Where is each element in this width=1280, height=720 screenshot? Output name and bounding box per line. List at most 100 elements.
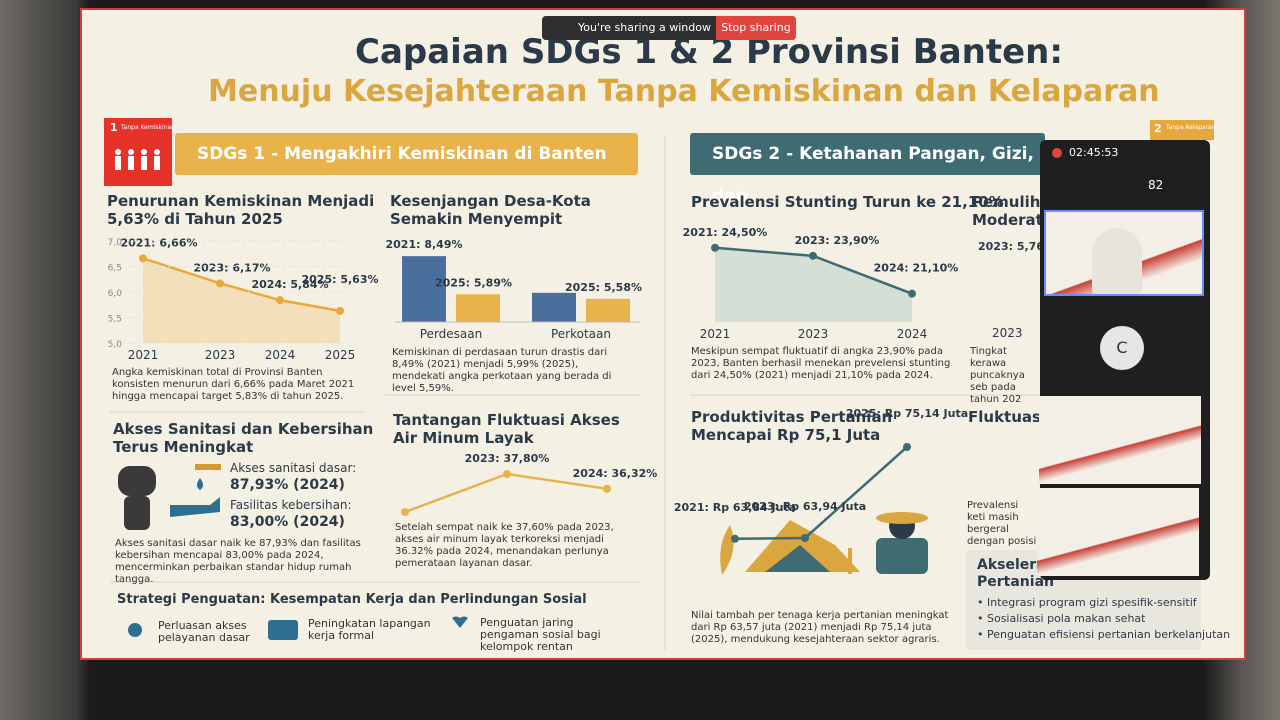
note: Meskipun sempat fluktuatif di angka 23,9… (691, 346, 951, 381)
badge-text: Tanpa Kemiskinan (121, 124, 175, 131)
section-title: Terus Meningkat (113, 438, 254, 456)
badge-text: Tanpa Kelaparan (1166, 124, 1216, 131)
stat-label: Fasilitas kebersihan: (230, 498, 352, 512)
section-title: Produktivitas Pertanian (691, 408, 893, 426)
section-title: Penurunan Kemiskinan Menjadi (107, 192, 375, 210)
section-title: Fluktuasi (968, 408, 1047, 426)
note: Akses sanitasi dasar naik ke 87,93% dan … (115, 538, 361, 585)
x-tick-label: 2023 (205, 348, 236, 362)
tap-icon (170, 464, 221, 517)
strategy-item: Peningkatan lapangan kerja formal (308, 617, 431, 642)
x-tick-label: Perdesaan (420, 327, 482, 341)
avatar: C (1100, 326, 1144, 370)
section-title: 5,63% di Tahun 2025 (107, 210, 283, 228)
note: Angka kemiskinan total di Provinsi Bante… (112, 367, 355, 402)
section-title: Akselera (977, 557, 1046, 573)
point (503, 470, 511, 478)
speaker-figure (1092, 228, 1142, 294)
bar (456, 294, 500, 322)
point (603, 484, 611, 493)
data-label: 2021: 6,66% (120, 236, 197, 249)
point (139, 254, 147, 263)
x-label: 2023 (992, 326, 1023, 340)
data-label: 2023: 5,76% (978, 240, 1056, 253)
y-tick-label: 5,5 (108, 315, 122, 325)
note: Nilai tambah per tenaga kerja pertanian … (691, 610, 949, 645)
meeting-timer: 02:45:53 (1069, 146, 1119, 159)
participant-count[interactable]: 82 (1148, 178, 1164, 192)
strategy-item: Penguatan jaring pengaman sosial bagi ke… (480, 616, 601, 653)
section-title: Prevalensi Stunting Turun ke 21,10% (691, 193, 1004, 211)
x-tick-label: Perkotaan (551, 327, 611, 341)
point (809, 251, 817, 260)
data-label: 2024: 36,32% (573, 467, 658, 480)
strategy-item: Perluasan akses pelayanan dasar (158, 619, 250, 644)
area (143, 258, 340, 343)
section-title: Pemulihan (972, 193, 1062, 211)
section-title: Kesenjangan Desa-Kota (390, 192, 591, 210)
point (731, 534, 739, 543)
badge-number: 1 (110, 121, 118, 134)
data-label: 2025: Rp 75,14 Juta (846, 407, 968, 420)
sdg2-badge (1150, 120, 1214, 140)
section-title: Pertanian (977, 574, 1054, 590)
section-title: Akses Sanitasi dan Kebersihan (113, 420, 374, 438)
section-title: Semakin Menyempit (390, 210, 563, 228)
point (276, 296, 284, 305)
slide-subtitle: Menuju Kesejahteraan Tanpa Kemiskinan da… (208, 74, 1160, 109)
x-tick-label: 2024 (265, 348, 296, 362)
bar (532, 292, 576, 322)
y-tick-label: 7,0 (108, 238, 123, 248)
video-tile[interactable] (1039, 396, 1201, 484)
sdg2-header: SDGs 2 - Ketahanan Pangan, Gizi, dan (690, 133, 1045, 206)
line (734, 446, 908, 541)
note: Kemiskinan di perdasaan turun drastis da… (392, 347, 612, 394)
note: Tingkat kerawa puncaknya seb pada tahun … (970, 346, 1025, 405)
data-label: 2023: 37,80% (465, 452, 550, 465)
stat-value: 83,00% (2024) (230, 514, 345, 530)
sdg1-header: SDGs 1 - Mengakhiri Kemiskinan di Banten (175, 133, 638, 175)
data-label: 2024: 21,10% (874, 262, 959, 275)
stat-label: Akses sanitasi dasar: (230, 461, 357, 475)
stat-value: 87,93% (2024) (230, 477, 345, 493)
data-label: 2021: 24,50% (683, 226, 768, 239)
bullet: • Integrasi program gizi spesifik-sensit… (977, 596, 1197, 609)
section-title: Mencapai Rp 75,1 Juta (691, 426, 881, 444)
bar (586, 298, 630, 322)
family-icon (115, 149, 160, 170)
note: Setelah sempat naik ke 37,60% pada 2023,… (395, 522, 614, 569)
stop-sharing-button[interactable]: Stop sharing (716, 16, 796, 40)
strategy-icons (128, 616, 468, 640)
data-label: 2025: 5,58% (565, 281, 642, 294)
data-label: 2025: 5,63% (301, 273, 378, 286)
point (401, 508, 409, 516)
section-title: Moderat- (972, 211, 1050, 229)
data-label: 2023: Rp 63,94 Juta (744, 500, 866, 513)
section-title: Tantangan Fluktuasi Akses (393, 411, 620, 429)
bullet: • Penguatan efisiensi pertanian berkelan… (977, 628, 1231, 641)
y-tick-label: 6,0 (108, 289, 123, 299)
point (801, 533, 809, 542)
x-tick-label: 2024 (897, 327, 928, 341)
y-tick-label: 6,5 (108, 264, 122, 274)
data-label: 2023: 23,90% (795, 234, 880, 247)
point (336, 306, 344, 315)
data-label: 2023: 6,17% (193, 261, 270, 274)
y-tick-label: 5,0 (108, 340, 123, 350)
badge-number: 2 (1154, 122, 1162, 135)
point (711, 243, 719, 252)
share-status: You're sharing a window (578, 21, 711, 34)
video-tile[interactable] (1037, 488, 1199, 576)
farm-illustration (720, 512, 928, 575)
record-dot (1052, 148, 1062, 158)
data-label: 2021: Rp 63,84 Juta (674, 501, 796, 514)
point (903, 442, 911, 451)
bar (402, 256, 446, 322)
bullet: • Sosialisasi pola makan sehat (977, 612, 1146, 625)
point (908, 289, 916, 298)
x-tick-label: 2021 (128, 348, 159, 362)
note: Prevalensi keti masih bergeral dengan po… (967, 500, 1037, 547)
data-label: 2024: 5,84% (251, 278, 328, 291)
